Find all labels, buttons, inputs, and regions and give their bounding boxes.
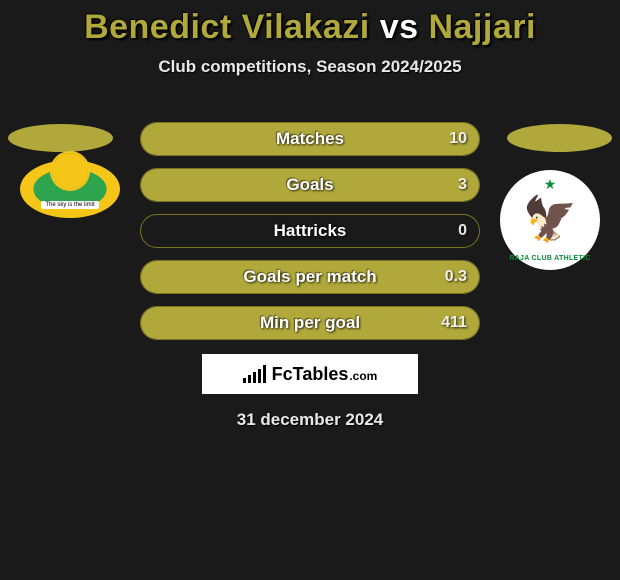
page-title: Benedict Vilakazi vs Najjari [0,0,620,47]
bar [258,369,261,383]
brand-prefix: Fc [272,364,293,385]
eagle-icon: 🦅 [523,198,578,242]
stat-label: Matches [141,123,479,155]
bar-chart-icon [243,365,266,383]
brand-text: FcTables.com [272,364,378,385]
stat-row: Hattricks 0 [140,214,480,248]
brand-suffix: .com [349,369,377,383]
subtitle: Club competitions, Season 2024/2025 [0,57,620,77]
stat-value-right: 411 [441,307,467,339]
stat-row: Matches 10 [140,122,480,156]
vs-text: vs [380,8,419,46]
player2-color-pill [507,124,612,152]
stat-row: Min per goal 411 [140,306,480,340]
stats-list: Matches 10 Goals 3 Hattricks 0 Goals per… [140,122,480,352]
date-stamp: 31 december 2024 [0,410,620,430]
brand-watermark: FcTables.com [202,354,418,394]
comparison-card: Benedict Vilakazi vs Najjari Club compet… [0,0,620,580]
stat-label: Goals per match [141,261,479,293]
player1-name: Benedict Vilakazi [84,8,370,46]
stat-value-right: 0 [458,215,467,247]
bar [243,378,246,383]
player2-name: Najjari [428,8,535,46]
sun-icon [52,153,88,189]
stat-value-right: 3 [458,169,467,201]
stat-label: Hattricks [141,215,479,247]
brand-main: Tables [293,364,349,385]
player1-color-pill [8,124,113,152]
stat-row: Goals per match 0.3 [140,260,480,294]
club-logo-left: The sky is the limit [20,160,120,218]
stat-label: Min per goal [141,307,479,339]
bar [248,375,251,383]
star-icon: ★ [544,176,557,193]
club-right-ring: RAJA CLUB ATHLETIC [509,255,590,262]
bar [253,372,256,383]
bar [263,365,266,383]
club-left-banner: The sky is the limit [41,201,98,209]
stat-value-right: 10 [449,123,467,155]
stat-label: Goals [141,169,479,201]
club-logo-right: ★ 🦅 RAJA CLUB ATHLETIC [500,170,600,270]
stat-row: Goals 3 [140,168,480,202]
stat-value-right: 0.3 [445,261,467,293]
